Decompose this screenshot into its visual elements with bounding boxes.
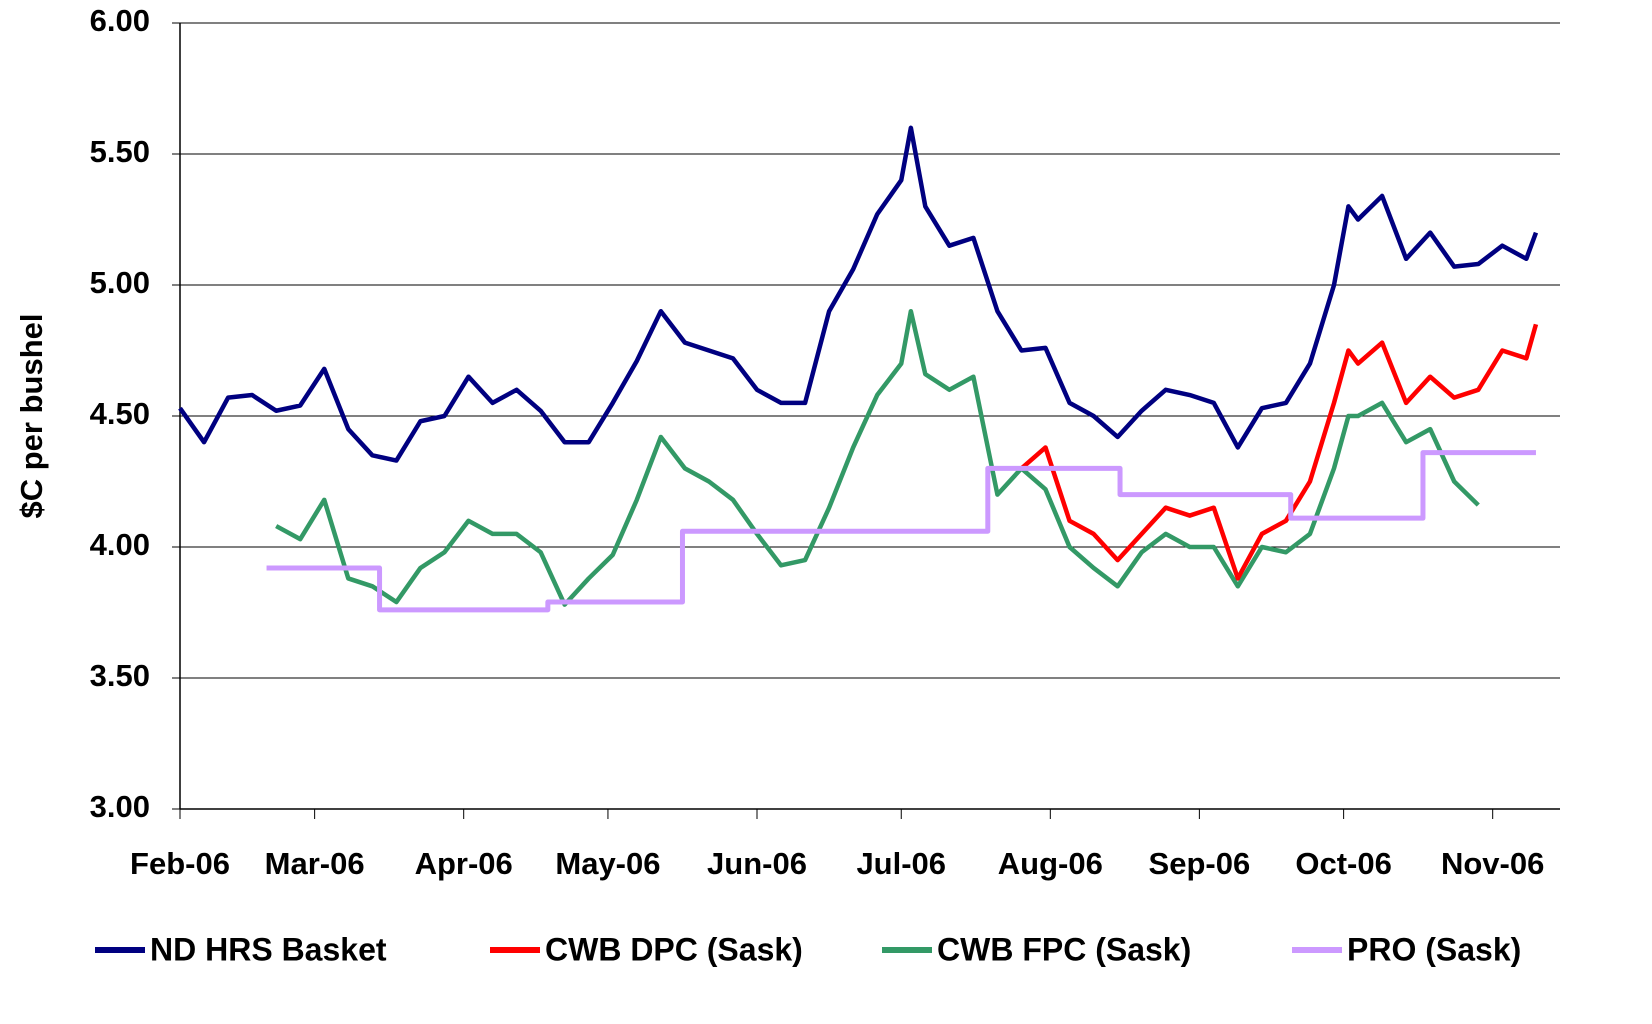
y-tick-label: 5.50 bbox=[90, 134, 150, 169]
y-axis-title: $C per bushel bbox=[14, 314, 49, 519]
x-tick-label: Aug-06 bbox=[998, 846, 1103, 881]
series-line bbox=[266, 450, 1536, 613]
x-tick-label: Nov-06 bbox=[1441, 846, 1544, 881]
x-tick-label: May-06 bbox=[555, 846, 660, 881]
x-tick-label: Sep-06 bbox=[1149, 846, 1251, 881]
x-tick-label: Apr-06 bbox=[415, 846, 513, 881]
legend-label: ND HRS Basket bbox=[150, 931, 387, 967]
x-tick-label: Feb-06 bbox=[130, 846, 230, 881]
series-line bbox=[178, 125, 1539, 463]
legend-label: CWB DPC (Sask) bbox=[545, 931, 803, 967]
y-tick-label: 6.00 bbox=[90, 3, 150, 38]
legend-label: CWB FPC (Sask) bbox=[937, 931, 1191, 967]
x-tick-label: Jun-06 bbox=[707, 846, 807, 881]
series-line bbox=[1019, 323, 1539, 581]
x-tick-label: Jul-06 bbox=[856, 846, 946, 881]
y-tick-label: 3.50 bbox=[90, 658, 150, 693]
legend-label: PRO (Sask) bbox=[1347, 931, 1521, 967]
series-line bbox=[275, 308, 1480, 607]
x-tick-label: Oct-06 bbox=[1295, 846, 1391, 881]
y-tick-label: 4.50 bbox=[90, 396, 150, 431]
y-tick-label: 5.00 bbox=[90, 265, 150, 300]
y-tick-label: 4.00 bbox=[90, 527, 150, 562]
y-tick-label: 3.00 bbox=[90, 789, 150, 824]
x-tick-label: Mar-06 bbox=[265, 846, 365, 881]
